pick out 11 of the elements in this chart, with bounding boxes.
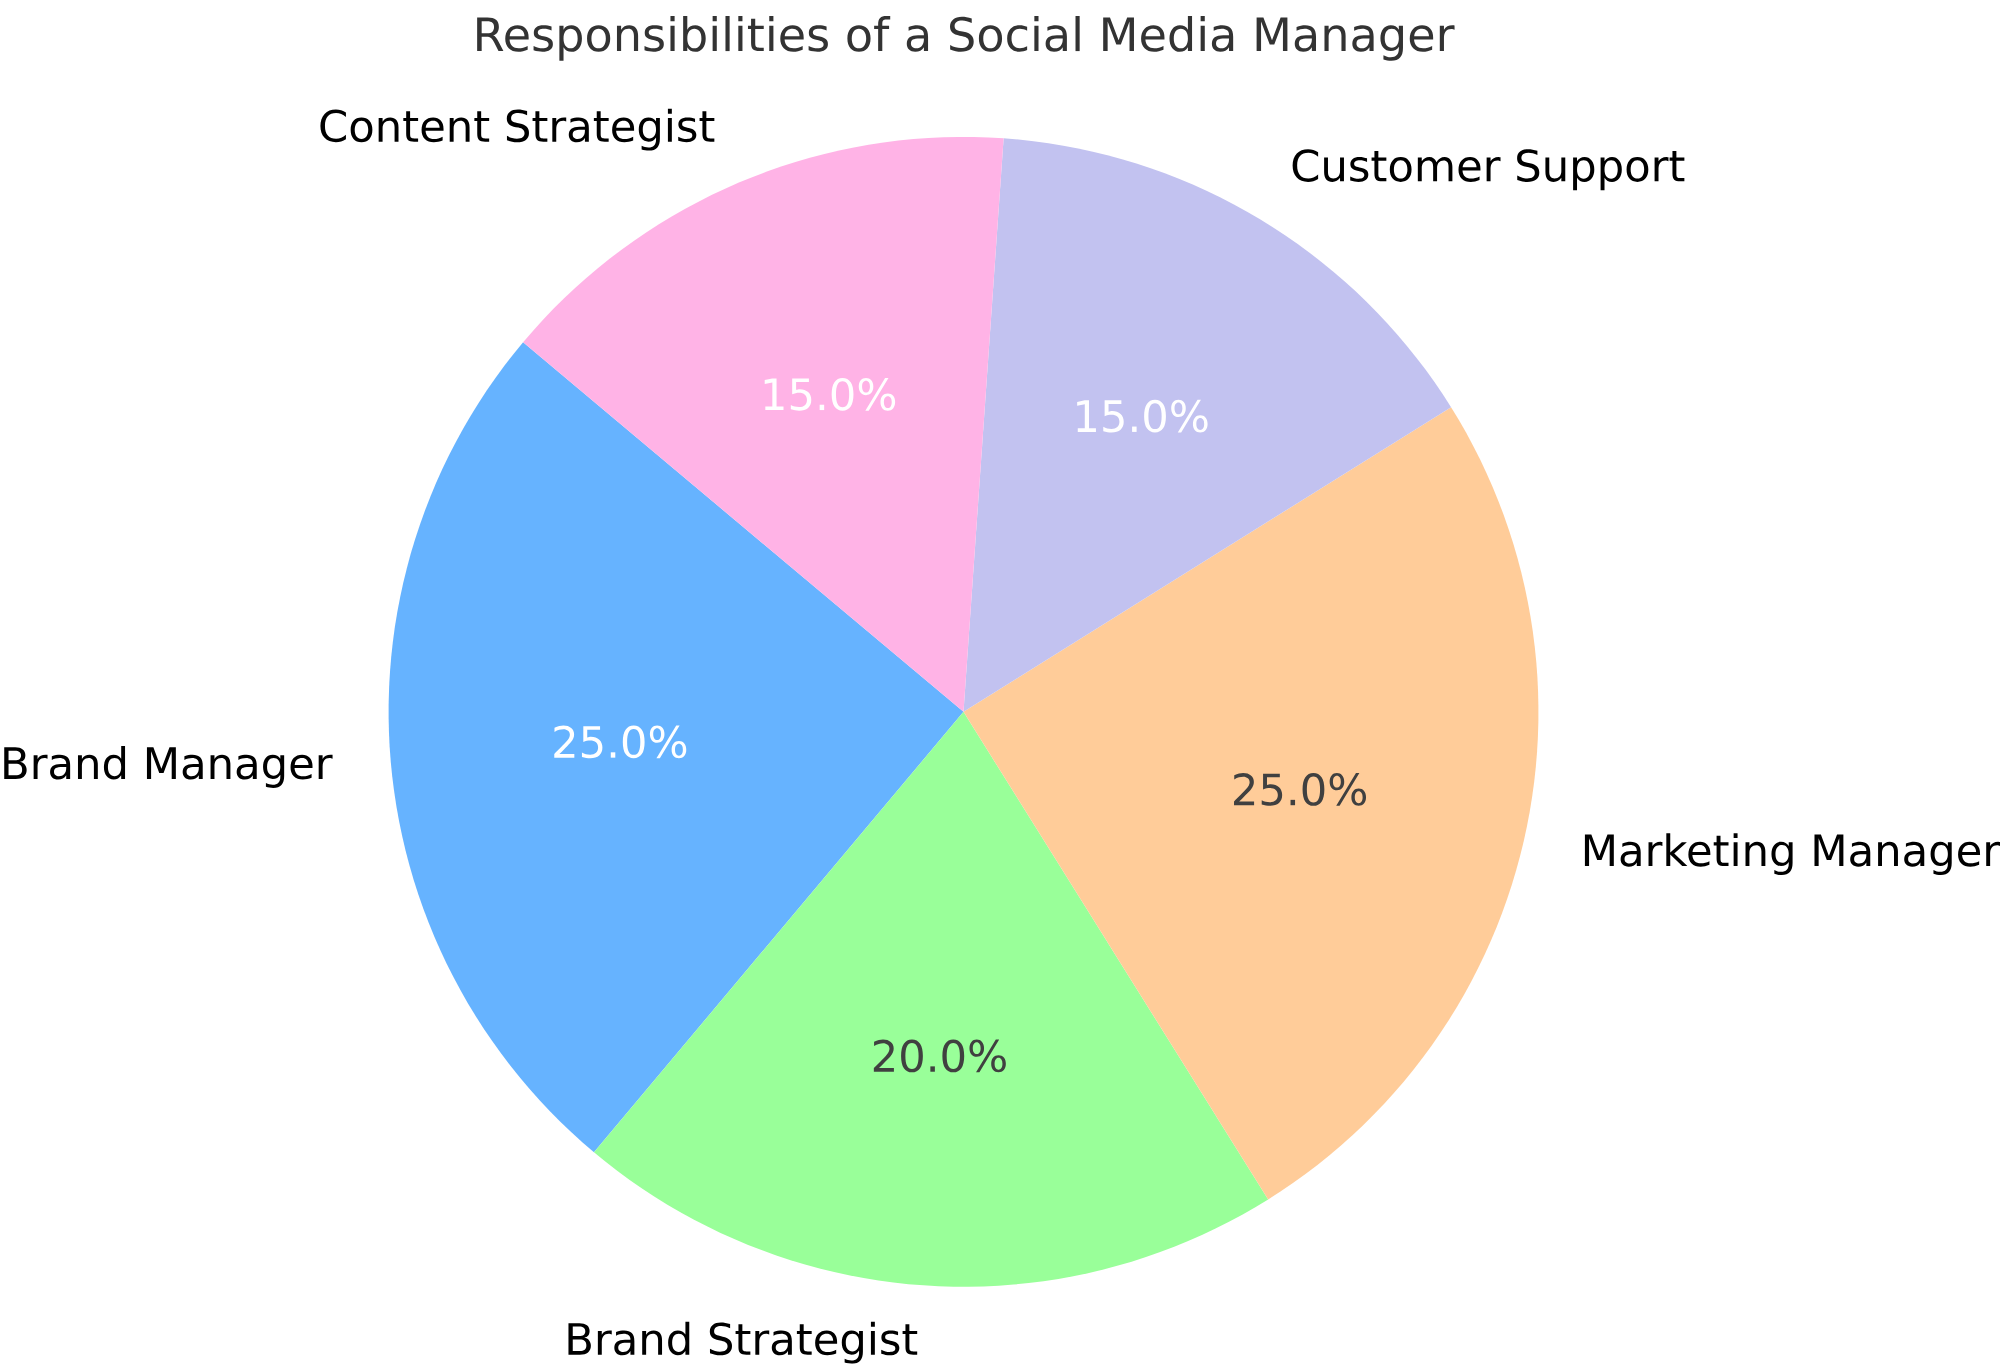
slice-label: Customer Support — [1292, 149, 1685, 191]
slice-label: Content Strategist — [320, 108, 715, 151]
data-label: 20.0% — [873, 1039, 1006, 1073]
chart-title: Responsibilities of a Social Media Manager — [477, 16, 1455, 61]
data-label: 15.0% — [1077, 399, 1208, 433]
data-label: 15.0% — [764, 378, 896, 411]
slice-label: Marketing Manager — [1584, 833, 2000, 876]
data-label: 25.0% — [554, 725, 687, 759]
data-label: 25.0% — [1234, 773, 1367, 806]
slice-label: Brand Strategist — [568, 1321, 918, 1364]
slice-label: Brand Manager — [4, 746, 333, 789]
